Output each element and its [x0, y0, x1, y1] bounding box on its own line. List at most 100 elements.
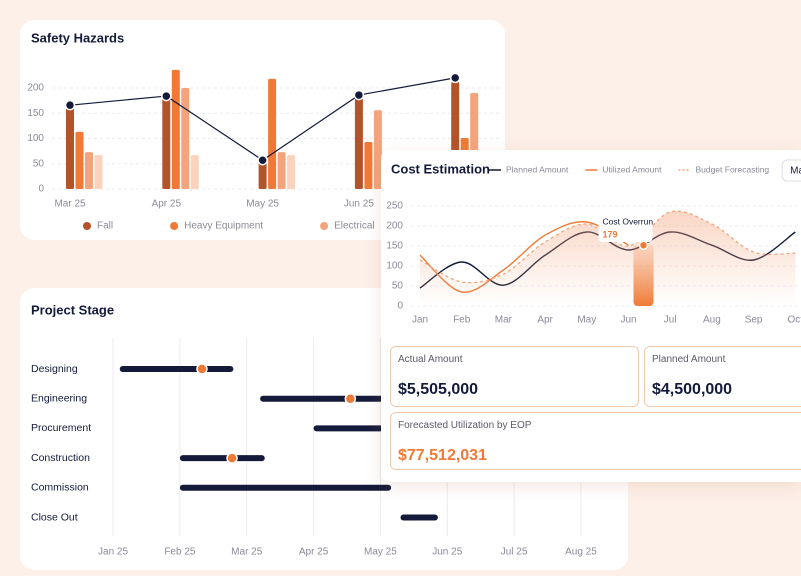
y-tick-label: 50 [392, 281, 404, 292]
x-tick-label: Mar 25 [54, 199, 86, 210]
x-tick-label: Jan 25 [98, 547, 128, 558]
stat-card: Forecasted Utilization by EOP $77,512,031 [390, 412, 801, 470]
stat-card: Planned Amount $4,500,000 [644, 346, 801, 407]
chart-title: Project Stage [31, 302, 114, 317]
line-point [161, 90, 172, 102]
x-tick-label: Apr [537, 315, 553, 326]
x-tick-label: Jun 25 [344, 199, 374, 210]
bar [171, 69, 180, 189]
x-tick-label: May [577, 315, 596, 326]
overrun-bar [633, 245, 654, 306]
stat-value: $77,512,031 [398, 447, 487, 464]
y-tick-label: 150 [27, 108, 44, 119]
row-label: Close Out [31, 511, 78, 523]
y-tick-label: 250 [386, 201, 403, 212]
x-tick-label: Mar [495, 315, 513, 326]
annotation-value: 179 [603, 229, 618, 239]
x-tick-label: Feb [453, 315, 471, 326]
y-tick-label: 200 [27, 83, 44, 94]
dropdown[interactable] [781, 159, 801, 182]
bar [287, 155, 296, 189]
bar [277, 152, 286, 189]
x-tick-label: Jun [620, 315, 636, 326]
stat-value: $4,500,000 [652, 381, 733, 398]
chart: Project Stage Jan 25 Feb 25 Mar 25 Apr 25 May… [31, 302, 597, 558]
stat-label: Planned Amount [652, 354, 726, 365]
y-tick-label: 0 [38, 184, 44, 195]
row-label: Commission [31, 482, 89, 494]
x-tick-label: Sep [745, 315, 763, 326]
line [419, 210, 796, 284]
overrun-point [638, 240, 649, 250]
chart-title: Safety Hazards [31, 30, 124, 45]
bar [162, 95, 171, 189]
milestone [344, 392, 357, 405]
gantt-bar [179, 455, 265, 462]
line-point [64, 99, 76, 111]
bar [268, 78, 277, 189]
row-label: Procurement [31, 422, 91, 434]
x-tick-label: Mar 25 [231, 547, 263, 558]
gantt-bar [179, 484, 392, 491]
milestone [226, 452, 238, 464]
x-tick-label: May 25 [246, 199, 279, 210]
x-tick-label: Aug 25 [565, 547, 597, 558]
bar [373, 110, 382, 189]
legend-swatch [320, 222, 329, 230]
stat-card: Actual Amount $5,505,000 [390, 346, 639, 407]
row-label: Engineering [31, 392, 87, 404]
x-tick-label: May 25 [364, 547, 397, 558]
line [69, 77, 456, 161]
chart: Safety Hazards 0 50 100 150 200 Mar 25 Apr 25 Ma… [27, 30, 500, 232]
x-tick-label: Oct [788, 315, 801, 326]
tooltip [598, 214, 653, 242]
x-tick-label: Aug [703, 315, 721, 326]
x-tick-label: Jul [664, 315, 677, 326]
gantt-bar [119, 366, 234, 372]
legend-label: Electrical [334, 221, 375, 232]
bar [66, 107, 74, 189]
bar [181, 88, 190, 189]
stat-label: Forecasted Utilization by EOP [398, 420, 532, 431]
row-label: Construction [31, 452, 90, 464]
y-tick-label: 200 [386, 221, 403, 232]
x-tick-label: Feb 25 [164, 547, 196, 558]
dropdown-label: Main [790, 166, 801, 177]
y-tick-label: 100 [386, 261, 403, 272]
legend-label: Fall [97, 221, 113, 232]
legend-label: Planned Amount [506, 164, 569, 174]
legend-label: Budget Forecasting [695, 164, 769, 174]
bar [364, 142, 373, 189]
y-tick-label: 150 [386, 241, 403, 252]
legend-swatch [83, 222, 91, 230]
area [420, 211, 796, 306]
gantt-bar [400, 514, 438, 521]
line-point [353, 89, 365, 101]
annotation-label: Cost Overrun [603, 216, 654, 226]
legend-swatch [170, 222, 179, 230]
bar [258, 160, 267, 189]
x-tick-label: Apr 25 [152, 199, 182, 210]
bar [94, 155, 103, 189]
stat-label: Actual Amount [398, 354, 463, 365]
bar [354, 97, 363, 189]
chart-title: Cost Estimation [391, 161, 490, 176]
x-tick-label: Jul 25 [501, 547, 528, 558]
stat-value: $5,505,000 [398, 381, 479, 398]
line-point [449, 72, 461, 84]
legend-label: Heavy Equipment [184, 221, 263, 232]
line-point [257, 154, 268, 166]
x-tick-label: Jun 25 [432, 547, 462, 558]
y-tick-label: 100 [27, 133, 44, 144]
legend-label: Utilized Amount [602, 164, 662, 174]
milestone [196, 363, 208, 375]
bar [75, 131, 84, 189]
gantt-bar [260, 395, 414, 402]
bar [85, 152, 93, 189]
cost-card: Cost Estimation 0 50 100 150 200 250 Jan Feb Mar A… [381, 150, 801, 482]
x-tick-label: Apr 25 [299, 547, 329, 558]
y-tick-label: 0 [397, 301, 403, 312]
row-label: Designing [31, 363, 78, 375]
x-tick-label: Jan [412, 315, 428, 326]
